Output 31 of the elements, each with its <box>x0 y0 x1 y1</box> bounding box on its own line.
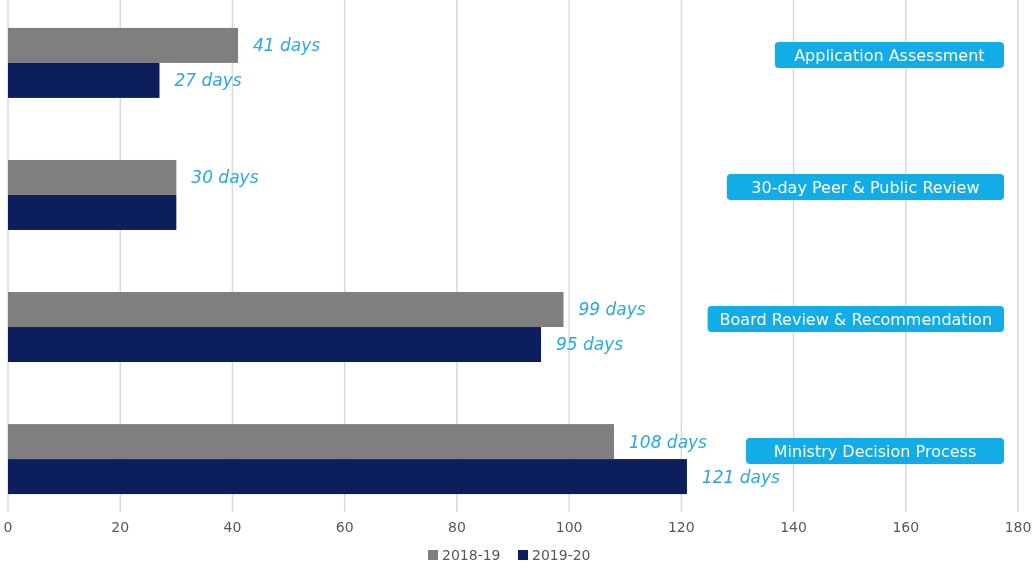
data-label: 108 days <box>629 431 708 452</box>
bar <box>8 62 160 98</box>
bar <box>8 159 177 195</box>
bar <box>8 194 177 230</box>
x-tick-label: 40 <box>223 519 242 535</box>
bar <box>8 459 687 495</box>
x-tick-label: 140 <box>780 519 807 535</box>
y-tick-label: Board Review & Recommendation <box>719 309 993 329</box>
y-tick-label: Application Assessment <box>794 45 985 65</box>
x-tick-label: 20 <box>111 519 130 535</box>
x-tick-label: 120 <box>667 519 695 535</box>
bar <box>8 27 239 63</box>
y-tick-label: Ministry Decision Process <box>773 441 977 461</box>
data-label: 99 days <box>578 299 646 320</box>
x-tick-label: 80 <box>447 519 466 535</box>
data-label: 95 days <box>556 334 624 355</box>
x-tick-label: 100 <box>555 519 583 535</box>
x-tick-label: 60 <box>335 519 354 535</box>
data-label: 121 days <box>701 466 781 487</box>
y-tick-label: 30-day Peer & Public Review <box>751 177 980 197</box>
x-tick-label: 160 <box>892 519 920 535</box>
bar <box>8 424 614 460</box>
x-tick-label: 0 <box>3 519 13 535</box>
legend-label: 2018-19 <box>442 547 501 563</box>
bar <box>8 327 542 363</box>
bar <box>8 292 564 328</box>
data-label: 27 days <box>174 70 242 91</box>
x-tick-label: 180 <box>1004 519 1032 535</box>
legend-label: 2019-20 <box>532 547 591 563</box>
data-label: 41 days <box>253 35 321 56</box>
data-label: 30 days <box>191 167 259 188</box>
